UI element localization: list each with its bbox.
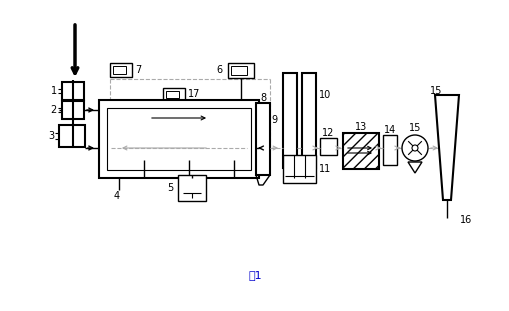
- Text: 9: 9: [272, 115, 278, 125]
- Text: 14: 14: [384, 125, 396, 135]
- Text: 图1: 图1: [248, 270, 262, 280]
- Text: 10: 10: [319, 90, 331, 100]
- Bar: [383, 135, 397, 165]
- Bar: [62, 101, 84, 119]
- Bar: [283, 73, 297, 168]
- Circle shape: [402, 135, 428, 161]
- Polygon shape: [408, 162, 422, 173]
- Bar: [107, 108, 251, 170]
- Bar: [302, 73, 316, 168]
- Bar: [343, 133, 379, 169]
- Bar: [166, 91, 179, 98]
- Text: 15: 15: [430, 86, 442, 96]
- Bar: [62, 82, 84, 100]
- Text: 4: 4: [114, 191, 120, 201]
- Circle shape: [412, 145, 418, 151]
- Polygon shape: [435, 95, 459, 200]
- Bar: [59, 125, 85, 147]
- Bar: [99, 100, 259, 178]
- Text: 12: 12: [322, 128, 334, 138]
- Text: 1: 1: [51, 86, 57, 96]
- Bar: [320, 138, 337, 155]
- Text: 2: 2: [51, 105, 57, 115]
- Text: 5: 5: [167, 183, 173, 193]
- Bar: [163, 88, 185, 101]
- Text: 3: 3: [48, 131, 54, 141]
- Text: 11: 11: [319, 164, 331, 174]
- Text: 8: 8: [260, 93, 266, 103]
- Text: 15: 15: [409, 123, 421, 133]
- Bar: [231, 66, 247, 75]
- Bar: [178, 175, 206, 201]
- Bar: [256, 103, 270, 175]
- Text: 17: 17: [188, 89, 201, 99]
- Text: 6: 6: [217, 65, 223, 75]
- Text: 16: 16: [460, 215, 472, 225]
- Bar: [110, 63, 132, 77]
- Text: 13: 13: [355, 122, 367, 132]
- Bar: [113, 66, 126, 74]
- Text: 7: 7: [135, 65, 142, 75]
- Bar: [228, 63, 254, 78]
- Bar: [283, 155, 316, 183]
